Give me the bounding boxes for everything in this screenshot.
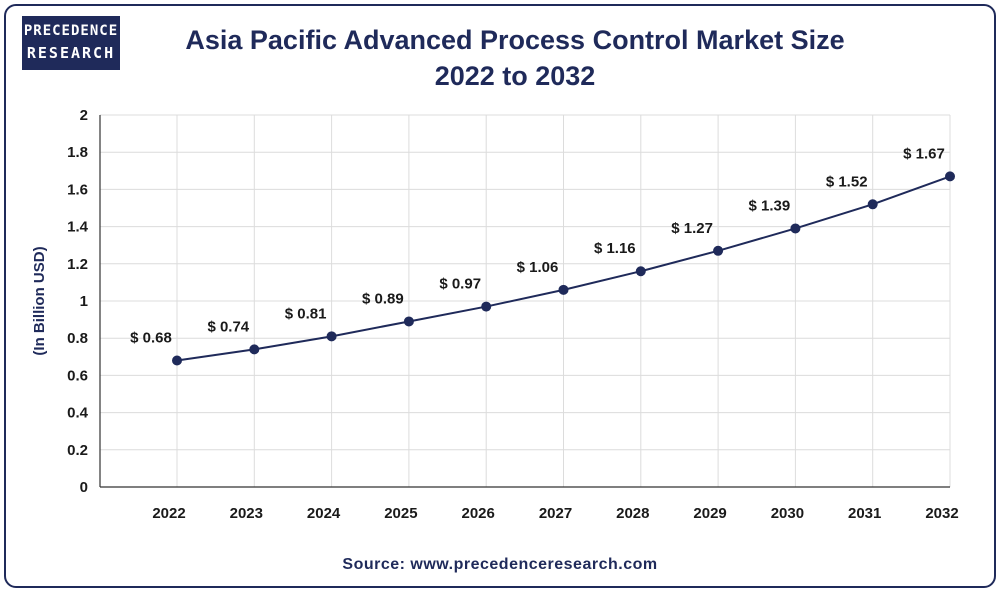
data-point (713, 245, 724, 256)
y-tick-label: 0.4 (67, 405, 89, 422)
chart-frame (4, 4, 996, 588)
y-tick-label: 2 (80, 107, 88, 124)
y-tick-label: 0.6 (67, 367, 88, 384)
y-tick-label: 1.2 (67, 256, 88, 273)
data-point (945, 171, 955, 182)
y-tick-label: 1.6 (67, 181, 88, 198)
y-tick-label: 1.8 (67, 144, 88, 161)
x-tick-label: 2026 (462, 505, 495, 522)
y-tick-label: 1.4 (67, 219, 89, 236)
precedence-research-logo: PRECEDENCE RESEARCH (22, 16, 120, 70)
chart-title-line-2: 2022 to 2032 (434, 61, 596, 91)
data-label: $ 0.68 (130, 330, 172, 347)
x-tick-label: 2028 (616, 505, 649, 522)
data-point (403, 316, 414, 327)
data-label: $ 1.06 (517, 259, 559, 276)
y-axis-title: (In Billion USD) (31, 246, 48, 355)
y-tick-label: 0.8 (67, 330, 88, 347)
data-point (867, 199, 878, 210)
chart-title: Asia Pacific Advanced Process Control Ma… (150, 22, 880, 94)
chart-title-line-1: Asia Pacific Advanced Process Control Ma… (185, 25, 845, 55)
data-label: $ 0.89 (362, 290, 404, 307)
data-label: $ 0.81 (285, 305, 327, 322)
x-tick-label: 2030 (771, 505, 804, 522)
data-point (481, 301, 492, 312)
data-label: $ 1.52 (826, 173, 868, 190)
x-tick-label: 2029 (693, 505, 726, 522)
data-point (249, 344, 260, 355)
x-tick-label: 2027 (539, 505, 572, 522)
logo-line-2: RESEARCH (26, 44, 116, 62)
y-tick-label: 1 (80, 293, 88, 310)
x-tick-label: 2022 (152, 505, 185, 522)
data-point (172, 355, 182, 366)
data-label: $ 1.16 (594, 240, 636, 257)
data-label: $ 1.67 (903, 145, 945, 162)
data-point (635, 266, 646, 277)
y-tick-label: 0.2 (67, 442, 88, 459)
data-point (558, 284, 569, 295)
data-label: $ 1.39 (749, 197, 791, 214)
data-label: $ 1.27 (671, 220, 713, 237)
x-tick-label: 2023 (230, 505, 263, 522)
source-note: Source: www.precedenceresearch.com (342, 556, 658, 573)
data-point (790, 223, 801, 234)
y-tick-label: 0 (80, 479, 88, 496)
data-label: $ 0.74 (207, 318, 249, 335)
x-tick-label: 2031 (848, 505, 881, 522)
data-point (326, 331, 337, 342)
data-label: $ 0.97 (439, 276, 481, 293)
logo-line-1: PRECEDENCE (23, 23, 119, 39)
x-tick-label: 2024 (307, 505, 341, 522)
x-tick-label: 2025 (384, 505, 417, 522)
x-tick-label: 2032 (925, 505, 958, 522)
